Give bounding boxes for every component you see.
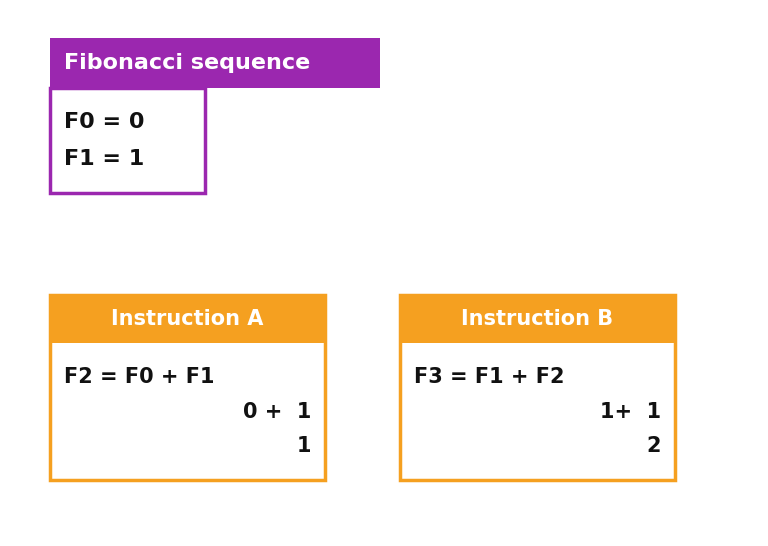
- Bar: [50, 295, 325, 480]
- Text: 1+  1: 1+ 1: [600, 401, 661, 422]
- Text: F1 = 1: F1 = 1: [64, 150, 144, 169]
- Text: F3 = F1 + F2: F3 = F1 + F2: [414, 367, 564, 387]
- Bar: [50, 295, 325, 343]
- Text: 0 +  1: 0 + 1: [243, 401, 311, 422]
- Text: 2: 2: [647, 436, 661, 456]
- Bar: [50, 38, 380, 88]
- Bar: [400, 295, 675, 343]
- Text: Instruction B: Instruction B: [462, 309, 614, 329]
- Text: F0 = 0: F0 = 0: [64, 111, 144, 132]
- Bar: [400, 295, 675, 480]
- Bar: [50, 88, 205, 193]
- Text: Fibonacci sequence: Fibonacci sequence: [64, 53, 310, 73]
- Text: Instruction A: Instruction A: [111, 309, 263, 329]
- Text: 1: 1: [296, 436, 311, 456]
- Text: F2 = F0 + F1: F2 = F0 + F1: [64, 367, 214, 387]
